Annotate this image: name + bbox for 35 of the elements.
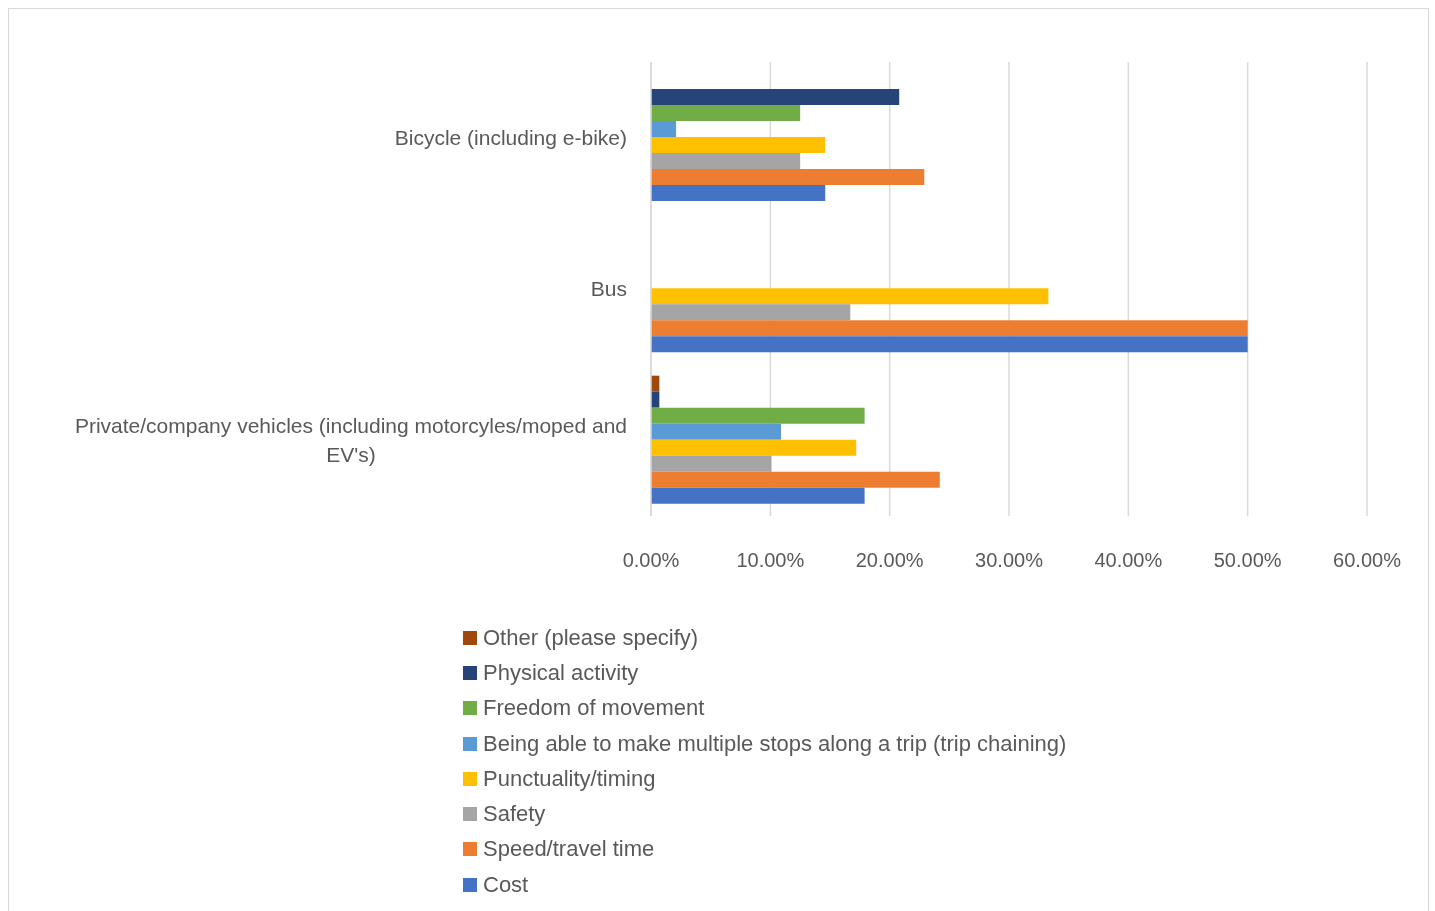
bar xyxy=(651,407,865,424)
x-tick-label: 40.00% xyxy=(1094,549,1163,572)
legend-label: Punctuality/timing xyxy=(483,765,656,792)
y-tick-label: Private/company vehicles (including motorcyles/moped and EV's) xyxy=(74,414,627,467)
x-tick-label: 60.00% xyxy=(1333,549,1402,572)
x-tick-label: 30.00% xyxy=(975,549,1044,572)
bar xyxy=(651,439,857,456)
bar xyxy=(651,169,925,185)
bar xyxy=(651,336,1248,353)
bar xyxy=(651,471,940,488)
x-tick-label: 10.00% xyxy=(736,549,805,572)
bar xyxy=(651,487,865,504)
legend-label: Physical activity xyxy=(483,659,639,686)
bar xyxy=(651,288,1049,305)
legend-label: Cost xyxy=(483,871,529,898)
bar xyxy=(651,320,1248,337)
y-tick-label: Bus xyxy=(590,277,627,301)
bar xyxy=(651,423,782,440)
x-tick-label: 50.00% xyxy=(1213,549,1282,572)
bar xyxy=(651,185,826,201)
bar xyxy=(651,153,801,169)
bar xyxy=(651,137,826,153)
legend-label: Speed/travel time xyxy=(483,836,655,863)
x-tick-label: 0.00% xyxy=(622,549,680,572)
y-tick-label: Bicycle (including e-bike) xyxy=(394,126,627,150)
legend-label: Other (please specify) xyxy=(483,624,699,651)
bar xyxy=(651,455,772,472)
bar xyxy=(651,89,900,105)
x-tick-label: 20.00% xyxy=(855,549,924,572)
legend-label: Freedom of movement xyxy=(483,695,705,722)
legend-label: Being able to make multiple stops along a trip (trip chaining) xyxy=(483,730,1067,757)
bar xyxy=(651,121,677,137)
bar xyxy=(651,304,851,321)
bar xyxy=(651,105,801,121)
legend-label: Safety xyxy=(483,801,546,828)
